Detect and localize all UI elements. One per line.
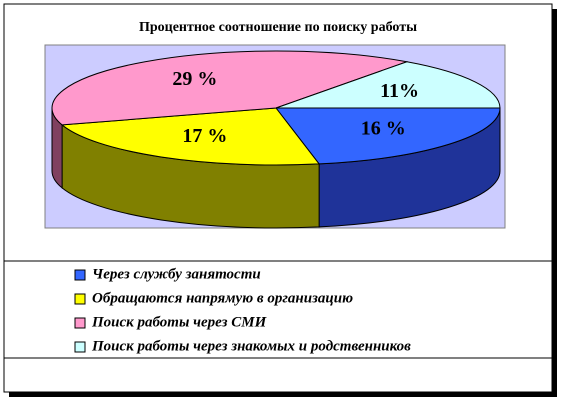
chart-title: Процентное соотношение по поиску работы [139, 20, 417, 35]
value-label: 17 % [182, 125, 227, 147]
slice [274, 107, 501, 165]
legend-label: Через службу занятости [92, 266, 261, 282]
legend-label: Поиск работы через знакомых и родственни… [91, 338, 411, 354]
legend-label: Поиск работы через СМИ [91, 314, 268, 330]
value-label: 29 % [172, 68, 217, 90]
slice [60, 107, 321, 166]
legend-label: Обращаются напрямую в организацию [92, 290, 353, 306]
slice [51, 50, 409, 126]
legend-swatch [74, 269, 86, 281]
legend-swatch [74, 317, 86, 329]
value-label: 16 % [361, 117, 406, 139]
slice [275, 61, 501, 109]
legend-swatch [74, 341, 86, 353]
value-label: 11% [380, 80, 419, 102]
legend-swatch [74, 293, 86, 305]
